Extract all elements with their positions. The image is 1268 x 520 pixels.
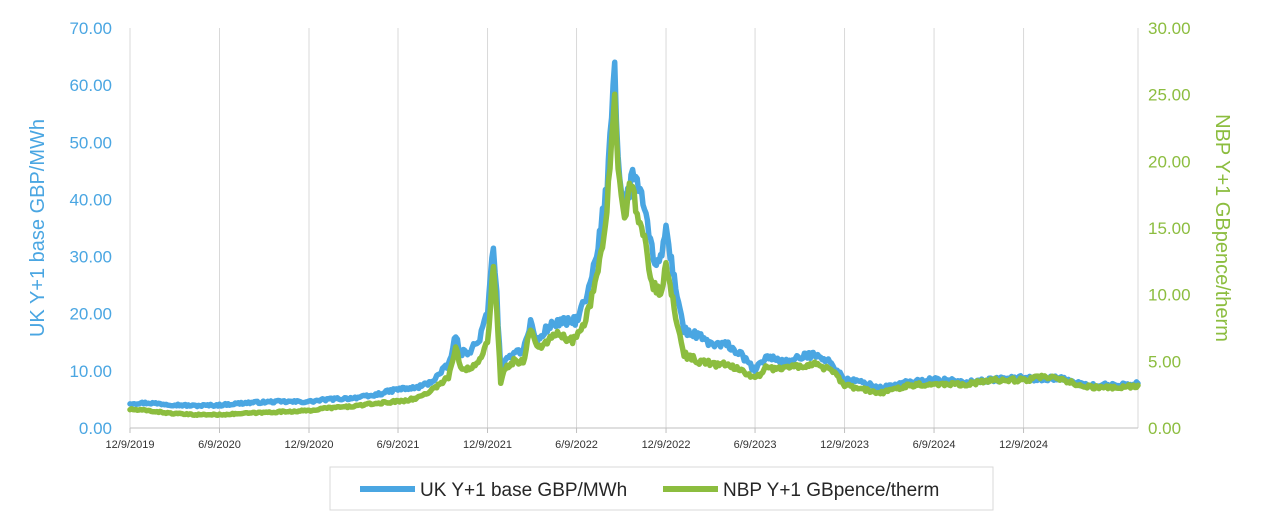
x-tick-label: 12/9/2021 [463,439,512,451]
legend: UK Y+1 base GBP/MWh NBP Y+1 GBpence/ther… [329,466,994,511]
left-tick-label: 50.00 [69,133,112,152]
x-tick-label: 6/9/2023 [734,439,777,451]
series-line-uk [127,59,1141,410]
x-tick-label: 12/9/2020 [285,439,334,451]
right-tick-label: 10.00 [1148,286,1191,305]
right-axis-ticks: 0.00 5.00 10.00 15.00 20.00 25.00 30.00 [1148,19,1191,438]
x-tick-label: 6/9/2024 [913,439,956,451]
x-tick-label: 6/9/2020 [198,439,241,451]
left-tick-label: 30.00 [69,248,112,267]
left-axis-ticks: 0.00 10.00 20.00 30.00 40.00 50.00 60.00 70.00 [69,19,112,438]
x-tick-label: 12/9/2022 [642,439,691,451]
series-layer [127,59,1141,418]
legend-label-nbp: NBP Y+1 GBpence/therm [723,480,939,501]
gridlines [129,28,1139,433]
left-tick-label: 70.00 [69,19,112,38]
left-tick-label: 0.00 [79,419,112,438]
right-tick-label: 20.00 [1148,152,1191,171]
right-tick-label: 15.00 [1148,219,1191,238]
right-tick-label: 25.00 [1148,86,1191,105]
right-axis-title: NBP Y+1 GBpence/therm [1211,114,1233,342]
right-tick-label: 30.00 [1148,19,1191,38]
legend-label-uk: UK Y+1 base GBP/MWh [420,480,627,501]
x-tick-label: 6/9/2021 [377,439,420,451]
x-tick-label: 12/9/2023 [820,439,869,451]
left-tick-label: 60.00 [69,76,112,95]
x-tick-label: 12/9/2024 [999,439,1048,451]
right-tick-label: 0.00 [1148,419,1181,438]
left-tick-label: 40.00 [69,190,112,209]
x-tick-label: 6/9/2022 [555,439,598,451]
series-line-nbp [127,91,1141,418]
x-axis-ticks: 12/9/2019 6/9/2020 12/9/2020 6/9/2021 12/9/2… [106,439,1048,451]
legend-box [329,466,994,511]
x-tick-label: 12/9/2019 [106,439,155,451]
right-tick-label: 5.00 [1148,352,1181,371]
left-axis-title: UK Y+1 base GBP/MWh [27,119,49,337]
left-tick-label: 10.00 [69,362,112,381]
left-tick-label: 20.00 [69,305,112,324]
